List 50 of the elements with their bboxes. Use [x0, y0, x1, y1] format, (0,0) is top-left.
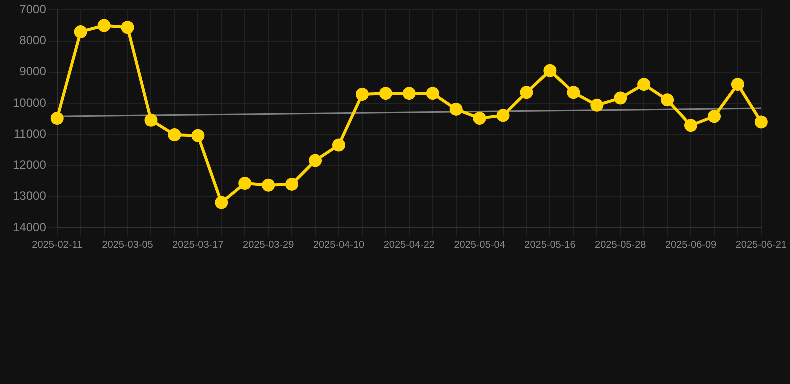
x-tick-label: 2025-06-09 [665, 240, 718, 251]
point [638, 78, 651, 92]
point [144, 114, 158, 127]
point [309, 154, 322, 168]
point [708, 110, 721, 124]
point [684, 119, 698, 132]
point [402, 87, 416, 100]
x-tick-label: 2025-02-11 [32, 240, 84, 251]
y-tick-label: 7000 [20, 2, 47, 17]
point [356, 88, 369, 102]
x-tick-label: 2025-05-04 [454, 240, 506, 251]
y-tick-label: 14000 [12, 220, 47, 234]
point [192, 129, 205, 142]
x-tick-label: 2025-03-17 [172, 240, 224, 251]
y-tick-label: 8000 [20, 34, 47, 48]
point [450, 102, 463, 116]
point [286, 178, 299, 191]
point [426, 87, 440, 100]
point [98, 19, 111, 32]
y-tick-label: 11000 [14, 126, 47, 141]
point [544, 64, 557, 78]
point [121, 21, 134, 34]
x-tick-label: 2025-06-21 [736, 240, 788, 251]
point [731, 78, 744, 92]
point [262, 178, 276, 192]
point [496, 109, 510, 122]
point [215, 196, 228, 210]
point [74, 25, 88, 38]
point [238, 177, 252, 190]
point [379, 87, 392, 100]
x-tick-label: 2025-05-16 [524, 240, 576, 251]
point [332, 138, 346, 152]
y-tick-label: 12000 [12, 158, 47, 172]
point [50, 112, 64, 125]
x-tick-label: 2025-04-10 [313, 240, 366, 251]
point [168, 128, 182, 142]
point [590, 98, 604, 112]
y-tick-label: 9000 [20, 64, 47, 79]
x-tick-label: 2025-03-05 [102, 240, 154, 251]
x-tick-label: 2025-03-29 [243, 240, 295, 251]
x-tick-label: 2025-04-22 [384, 240, 436, 251]
point [614, 92, 628, 105]
y-tick-label: 10000 [12, 96, 47, 110]
x-tick-label: 2025-05-28 [595, 240, 647, 251]
point [520, 86, 534, 100]
point [473, 112, 486, 125]
point [661, 94, 674, 107]
point [754, 116, 768, 129]
point [567, 86, 580, 100]
y-tick-label: 13000 [12, 189, 47, 204]
